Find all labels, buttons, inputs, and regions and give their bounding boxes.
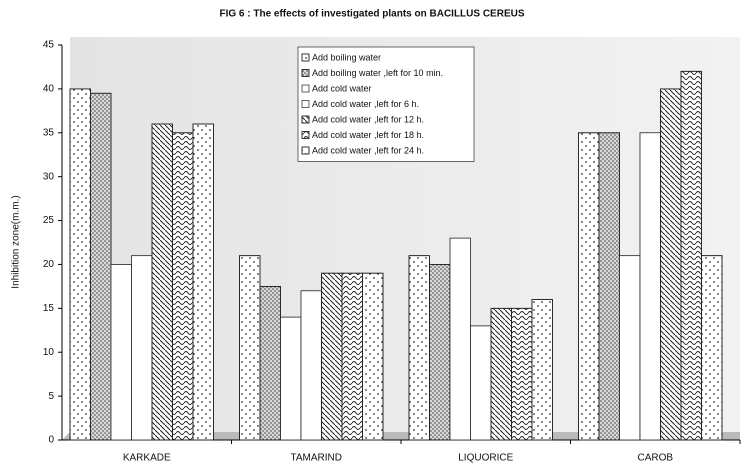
legend-swatch-pattern xyxy=(301,115,310,124)
y-tick-label: 10 xyxy=(43,347,55,358)
y-tick-label: 45 xyxy=(43,40,55,51)
legend-label: Add boiling water xyxy=(312,52,381,62)
bar-pattern xyxy=(490,307,512,441)
bar-pattern xyxy=(680,70,702,441)
bar-pattern xyxy=(151,123,173,441)
y-tick-label: 40 xyxy=(43,84,55,95)
y-tick-label: 15 xyxy=(43,303,55,314)
bar-pattern xyxy=(598,132,620,441)
legend-label: Add cold water ,left for 12 h. xyxy=(312,114,424,124)
bar xyxy=(619,255,641,441)
bar xyxy=(110,264,132,441)
x-tick-label: LIQUORICE xyxy=(458,453,513,464)
bar-pattern xyxy=(429,264,451,441)
y-tick-label: 35 xyxy=(43,127,55,138)
legend-swatch-pattern xyxy=(301,69,310,77)
legend-label: Add cold water xyxy=(312,83,372,93)
y-tick-label: 25 xyxy=(43,215,55,226)
legend-swatch xyxy=(301,100,310,108)
bar-pattern xyxy=(69,88,91,441)
bar-pattern xyxy=(172,132,194,441)
legend-swatch-pattern xyxy=(301,53,310,62)
legend: Add boiling water Add boiling water ,left… xyxy=(297,46,475,162)
bar-pattern xyxy=(259,285,281,441)
bar xyxy=(131,255,153,441)
y-tick-label: 20 xyxy=(43,259,55,270)
legend-label: Add cold water ,left for 18 h. xyxy=(312,130,424,140)
bar-pattern xyxy=(660,88,682,441)
bar xyxy=(639,132,661,441)
legend-label: Add cold water ,left for 6 h. xyxy=(312,99,419,109)
legend-label: Add boiling water ,left for 10 min. xyxy=(312,68,443,78)
bar-pattern xyxy=(341,272,363,441)
legend-swatch xyxy=(301,84,310,93)
bar-pattern xyxy=(701,255,723,441)
legend-swatch-pattern xyxy=(301,131,310,139)
bar xyxy=(449,237,471,441)
x-tick-label: TAMARIND xyxy=(291,453,342,464)
floor xyxy=(62,432,740,440)
bar-pattern xyxy=(90,92,112,441)
bar-pattern xyxy=(192,123,214,441)
legend-label: Add cold water ,left for 24 h. xyxy=(312,145,424,155)
x-tick-label: CAROB xyxy=(637,453,673,464)
y-tick-label: 0 xyxy=(48,435,54,446)
bar-pattern xyxy=(578,132,600,441)
y-tick-label: 5 xyxy=(48,391,54,402)
x-tick-label: KARKADE xyxy=(123,453,171,464)
bar-pattern xyxy=(321,272,343,441)
bar xyxy=(300,290,322,441)
bar-pattern xyxy=(511,307,533,441)
y-tick-label: 30 xyxy=(43,171,55,182)
bar-pattern xyxy=(362,272,384,441)
legend-swatch-pattern xyxy=(301,146,310,155)
bar-pattern xyxy=(239,255,261,441)
chart-title: FIG 6 : The effects of investigated plan… xyxy=(219,9,524,20)
bar-pattern xyxy=(531,299,553,441)
bars xyxy=(69,70,723,441)
y-axis-label: Inhibition zone(m.m.) xyxy=(11,195,22,288)
legend-box xyxy=(297,46,475,162)
bar xyxy=(470,325,492,441)
bar-pattern xyxy=(408,255,430,441)
bar xyxy=(280,316,302,441)
